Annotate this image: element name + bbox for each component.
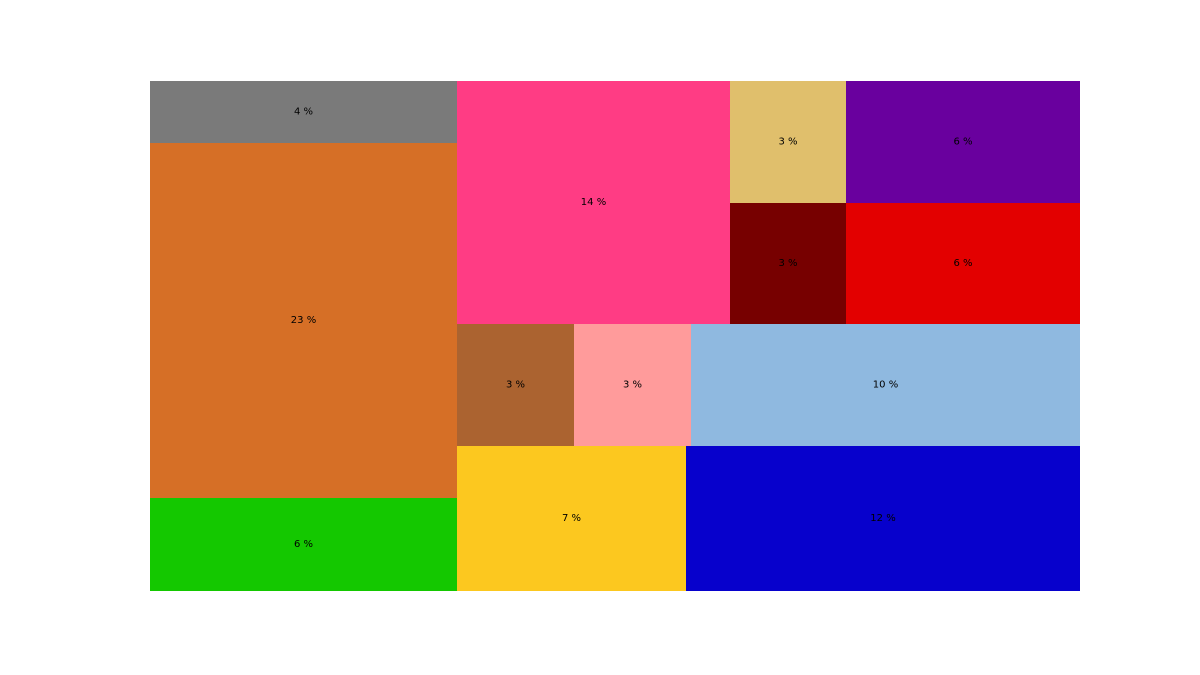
treemap-tile-rect	[457, 81, 730, 324]
treemap-tile-label: 6 %	[294, 539, 313, 550]
treemap-tile-label: 23 %	[291, 315, 316, 326]
treemap-tile-label: 12 %	[870, 513, 895, 524]
treemap-tile-label: 3 %	[623, 380, 642, 391]
treemap-tile-label: 3 %	[506, 380, 525, 391]
treemap-tile-label: 14 %	[581, 197, 606, 208]
treemap-tile-rect	[686, 446, 1080, 591]
treemap-tile-rect	[691, 324, 1080, 446]
treemap-tile: 23 %	[150, 143, 457, 498]
treemap-tile: 14 %	[457, 81, 730, 324]
treemap-tile-rect	[457, 324, 574, 446]
treemap-tile-label: 6 %	[953, 137, 972, 148]
treemap-tile: 12 %	[686, 446, 1080, 591]
treemap-tile: 6 %	[150, 498, 457, 591]
treemap-tile-label: 7 %	[562, 513, 581, 524]
treemap-tile: 7 %	[457, 446, 686, 591]
treemap-tile-label: 4 %	[294, 107, 313, 118]
treemap-tile-rect	[574, 324, 691, 446]
treemap-tile-label: 6 %	[953, 258, 972, 269]
treemap-tile-label: 10 %	[873, 380, 898, 391]
treemap-tile: 3 %	[457, 324, 574, 446]
treemap-tile: 3 %	[730, 81, 846, 203]
treemap-tile-rect	[846, 81, 1080, 203]
treemap-tile-label: 3 %	[778, 137, 797, 148]
treemap-tile-rect	[150, 81, 457, 143]
treemap-tile-rect	[846, 203, 1080, 324]
treemap-tile-label: 3 %	[778, 258, 797, 269]
treemap-tile-rect	[457, 446, 686, 591]
treemap-tile: 3 %	[730, 203, 846, 324]
treemap-tile: 3 %	[574, 324, 691, 446]
treemap-tile: 10 %	[691, 324, 1080, 446]
treemap-tile-rect	[730, 203, 846, 324]
treemap-tile: 4 %	[150, 81, 457, 143]
treemap-tile: 6 %	[846, 203, 1080, 324]
treemap-tile-rect	[150, 498, 457, 591]
treemap-tile-rect	[730, 81, 846, 203]
treemap-tile: 6 %	[846, 81, 1080, 203]
treemap-tile-rect	[150, 143, 457, 498]
